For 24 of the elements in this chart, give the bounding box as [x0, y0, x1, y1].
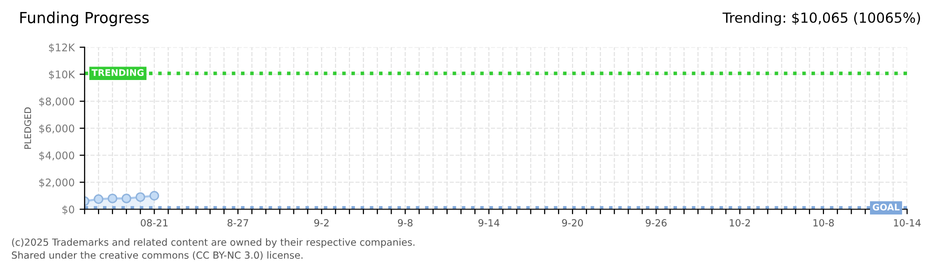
x-tick-label: 10-2 — [730, 219, 750, 226]
x-tick-label: 9-26 — [646, 219, 667, 226]
y-tick-label: $8,000 — [39, 97, 74, 107]
y-tick-label: $12K — [49, 43, 76, 53]
x-tick-label: 9-8 — [398, 219, 413, 226]
x-tick-label: 9-20 — [562, 219, 583, 226]
x-tick-label: 8-27 — [228, 219, 248, 226]
chart-subtitle: Trending: $10,065 (10065%) — [722, 12, 920, 26]
chart-title: Funding Progress — [20, 12, 149, 26]
x-tick-label: 08-21 — [140, 219, 168, 226]
y-tick-label: $4,000 — [39, 151, 74, 161]
x-tick-label: 10-14 — [894, 219, 921, 226]
y-axis-title: PLEDGED — [24, 107, 32, 149]
y-tick-label: $2,000 — [39, 178, 74, 188]
ref-line-label: TRENDING — [92, 69, 144, 76]
text: (c)2025 Trademarks and related content are owned by their respective companies. — [12, 238, 414, 248]
y-tick-label: $6,000 — [39, 124, 74, 134]
y-tick-label: $0 — [62, 205, 74, 215]
ref-line-label: GOAL — [872, 204, 900, 211]
x-tick-label: 9-2 — [314, 219, 329, 226]
x-tick-label: 10-8 — [813, 219, 834, 226]
y-tick-label: $10K — [49, 70, 76, 80]
x-tick-label: 9-14 — [478, 219, 500, 226]
text: Shared under the creative commons (CC BY-NC 3.0) license. — [12, 251, 302, 260]
